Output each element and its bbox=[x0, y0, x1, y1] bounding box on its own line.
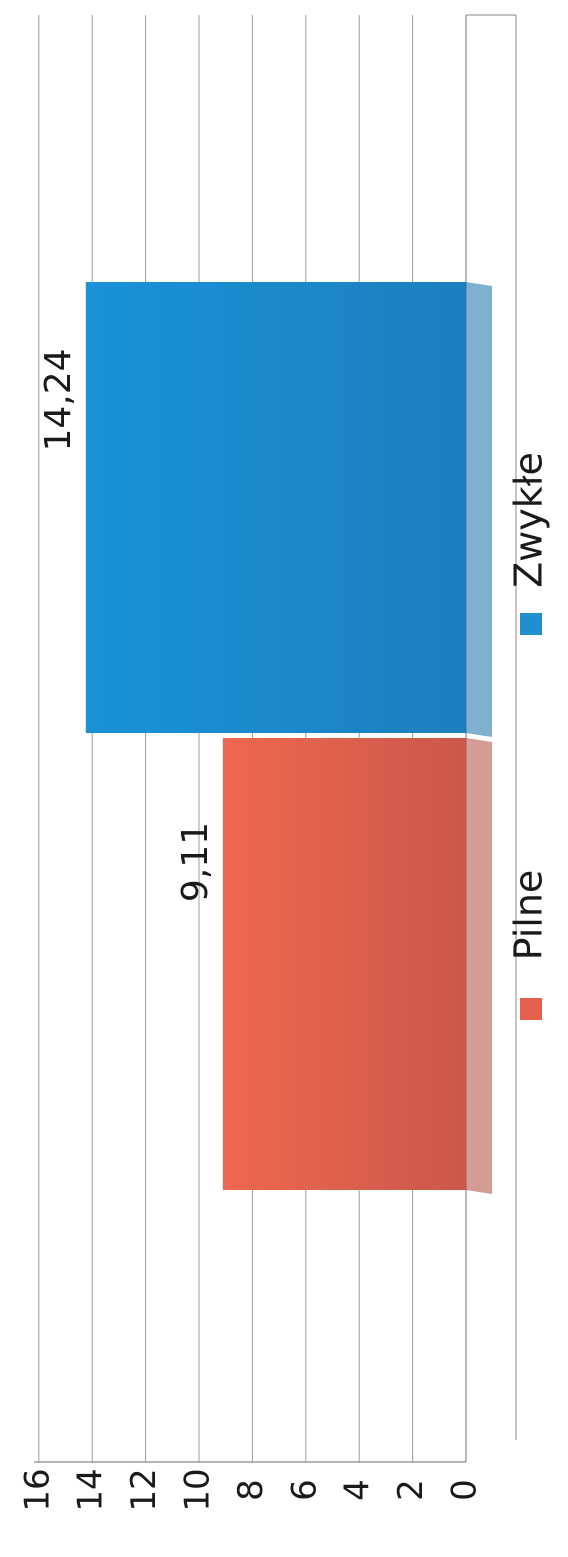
y-tick-label: 14 bbox=[71, 1468, 111, 1511]
bars bbox=[85, 282, 492, 1194]
y-tick-label: 6 bbox=[284, 1479, 324, 1501]
y-tick-label: 8 bbox=[231, 1479, 271, 1501]
legend-label: Pilne bbox=[507, 870, 551, 961]
y-tick-label: 12 bbox=[124, 1468, 164, 1511]
bar-depth bbox=[466, 738, 492, 1194]
legend: Pilne Zwykłe bbox=[507, 452, 551, 1020]
data-label: 14,24 bbox=[38, 348, 79, 451]
data-labels: 9,11 14,24 bbox=[38, 348, 216, 902]
bar-zwykle bbox=[85, 282, 467, 733]
y-tick-label: 10 bbox=[178, 1468, 218, 1511]
y-tick-label: 16 bbox=[17, 1468, 57, 1511]
y-tick-label: 2 bbox=[391, 1479, 431, 1501]
bar-depth bbox=[466, 282, 492, 737]
data-label: 9,11 bbox=[175, 822, 216, 902]
y-tick-label: 4 bbox=[338, 1479, 378, 1501]
legend-swatch bbox=[520, 998, 542, 1020]
legend-label: Zwykłe bbox=[507, 452, 551, 588]
legend-swatch bbox=[520, 613, 542, 635]
bar-pilne bbox=[222, 738, 466, 1190]
y-tick-label: 0 bbox=[445, 1479, 485, 1501]
